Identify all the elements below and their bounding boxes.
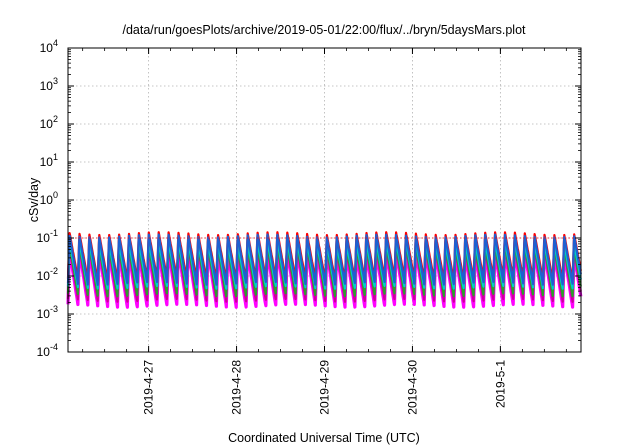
- y-tick-label: 103: [40, 76, 58, 93]
- x-tick-label: 2019-4-27: [142, 360, 156, 415]
- x-tick-label: 2019-4-29: [318, 360, 332, 415]
- x-axis: 2019-4-27 2019-4-28 2019-4-29 2019-4-30 2019…: [82, 48, 567, 415]
- y-tick-label: 10-2: [37, 266, 58, 283]
- y-tick-label: 10-1: [37, 228, 58, 245]
- x-tick-label: 2019-4-28: [230, 360, 244, 415]
- y-tick-label: 101: [40, 152, 58, 169]
- y-tick-label: 10-3: [37, 304, 58, 321]
- y-axis-title: cSv/day: [27, 177, 41, 222]
- x-tick-label: 2019-4-30: [405, 360, 419, 415]
- y-tick-label: 104: [40, 38, 58, 55]
- data-series: [66, 231, 583, 309]
- y-tick-label: 100: [40, 190, 58, 207]
- x-tick-label: 2019-5-1: [493, 360, 507, 408]
- y-axis: 10-4 10-3 10-2 10-1 100 101 102 103 104: [37, 38, 581, 359]
- y-tick-label: 10-4: [37, 342, 58, 359]
- x-axis-title: Coordinated Universal Time (UTC): [228, 431, 420, 445]
- chart-title: /data/run/goesPlots/archive/2019-05-01/2…: [122, 23, 526, 37]
- y-tick-label: 102: [40, 114, 58, 131]
- series-line: [66, 233, 582, 286]
